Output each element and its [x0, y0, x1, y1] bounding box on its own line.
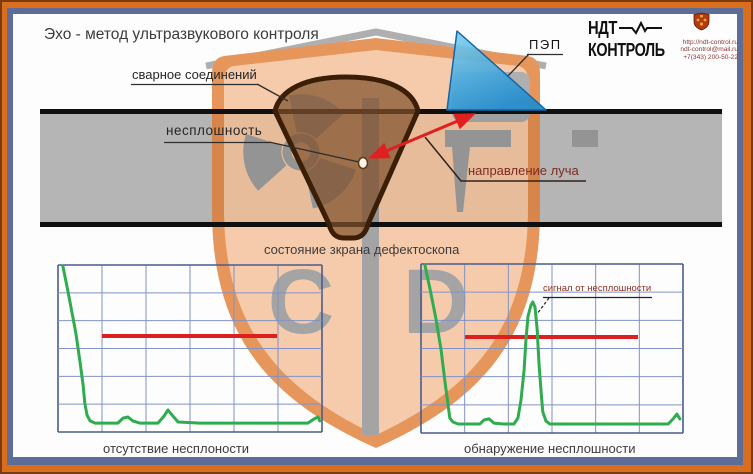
heraldic-shield-icon — [693, 12, 710, 31]
beam-direction-label: направление луча — [468, 163, 579, 178]
annotation-leader — [536, 296, 652, 315]
beam-arrow — [368, 113, 476, 159]
screens-caption: состояние зкрана дефектоскопа — [264, 242, 460, 257]
ecg-pulse-icon — [619, 20, 663, 35]
annotation-dashed-line — [536, 297, 550, 315]
contact-website: http://ndt-control.ru — [682, 39, 738, 46]
probe-label: ПЭП — [529, 37, 562, 52]
plate-bottom-surface — [40, 222, 722, 227]
watermark-letter: D — [403, 251, 469, 353]
flaw-leader-line — [268, 141, 360, 163]
emblem-t-stem — [452, 147, 470, 212]
contact-info: http://ndt-control.ru ndt-control@mail.r… — [660, 39, 738, 61]
probe-wedge — [446, 30, 547, 111]
screen-label-no-flaw: отсутствие несплоности — [103, 441, 250, 456]
emblem-block-2 — [572, 130, 598, 147]
company-logo: НДТ КОНТРОЛЬ — [588, 18, 684, 61]
echo-trace — [423, 263, 682, 426]
probe-leader-line — [506, 53, 530, 78]
flaw-signal-annotation: сигнал от несплошности — [543, 283, 652, 294]
flaw-label: несплошность — [166, 123, 263, 138]
emblem-t-bar — [445, 130, 511, 147]
echo-trace — [61, 264, 322, 425]
watermark-letter: С — [268, 251, 334, 353]
weld-label: сварное соединений — [132, 67, 257, 82]
screen-label-flaw-found: обнаружение несплошности — [464, 441, 636, 456]
contact-email: ndt-control@mail.ru — [680, 46, 738, 54]
flaw-detector-screens — [57, 263, 684, 434]
page-title: Эхо - метод ультразвукового контроля — [44, 26, 319, 43]
logo-text-kontrol: КОНТРОЛЬ — [588, 40, 665, 60]
contact-phone: +7(343) 200-50-22 — [683, 53, 738, 61]
weld-leader-line — [256, 83, 289, 102]
flaw-dot — [357, 156, 369, 170]
logo-text-ndt: НДТ — [588, 18, 617, 38]
